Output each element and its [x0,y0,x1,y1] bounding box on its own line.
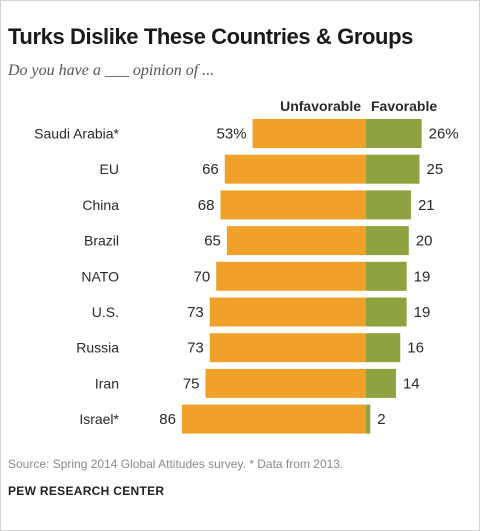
category-label: EU [100,161,119,177]
unfavorable-value-label: 70 [194,268,211,285]
chart-row: Israel* 86 2 [79,404,386,434]
category-label: China [82,197,119,213]
unfavorable-value-label: 68 [198,197,215,214]
favorable-bar [366,297,407,327]
category-label: Israel* [79,411,119,427]
favorable-value-label: 2 [377,411,385,428]
unfavorable-value-label: 75 [183,375,200,392]
unfavorable-bar [252,119,366,148]
unfavorable-value-label: 86 [159,411,176,428]
favorable-bar [366,119,422,148]
favorable-value-label: 21 [418,197,435,214]
unfavorable-bar [226,226,366,256]
unfavorable-bar [224,154,366,184]
unfavorable-bar [181,404,366,434]
source-note: Source: Spring 2014 Global Attitudes sur… [8,457,344,471]
favorable-value-label: 19 [414,304,431,321]
chart-row: NATO 70 19 [81,261,431,291]
favorable-value-label: 16 [407,340,424,357]
chart-row: China 68 21 [82,190,435,220]
chart-row: Iran 75 14 [95,368,420,398]
unfavorable-value-label: 66 [202,161,219,178]
chart-title: Turks Dislike These Countries & Groups [8,24,413,49]
category-label: NATO [81,268,119,284]
favorable-value-label: 26% [429,126,459,143]
legend-favorable: Favorable [371,98,437,114]
category-label: Iran [95,375,119,391]
category-label: Brazil [84,233,119,249]
favorable-value-label: 25 [427,161,444,178]
legend-unfavorable: Unfavorable [280,98,361,114]
favorable-bar [366,261,407,291]
unfavorable-bar [209,333,366,363]
chart-subtitle: Do you have a ___ opinion of ... [8,62,215,79]
chart-row: U.S. 73 19 [92,297,431,327]
unfavorable-bar [209,297,366,327]
chart-row: EU 66 25 [100,154,444,184]
favorable-bar [366,190,411,220]
unfavorable-value-label: 53% [217,126,247,143]
chart-row: Brazil 65 20 [84,226,433,256]
category-label: U.S. [92,304,119,320]
favorable-bar [366,368,396,398]
favorable-bar [366,154,420,184]
chart-row: Saudi Arabia* 53% 26% [34,119,459,148]
unfavorable-bar [205,368,366,398]
unfavorable-value-label: 73 [187,340,204,357]
favorable-value-label: 19 [414,268,431,285]
chart-row: Russia 73 16 [76,333,424,363]
category-label: Russia [76,340,119,356]
favorable-bar [366,404,371,434]
favorable-bar [366,333,401,363]
unfavorable-bar [220,190,366,220]
favorable-value-label: 20 [416,233,433,250]
brand-logo-text: PEW RESEARCH CENTER [8,484,165,498]
favorable-value-label: 14 [403,375,420,392]
chart-rows: Saudi Arabia* 53% 26% EU 66 25 China 68 21 Brazil… [34,119,459,434]
favorable-bar [366,226,409,256]
unfavorable-value-label: 65 [204,233,221,250]
category-label: Saudi Arabia* [34,126,119,142]
unfavorable-bar [216,261,366,291]
unfavorable-value-label: 73 [187,304,204,321]
